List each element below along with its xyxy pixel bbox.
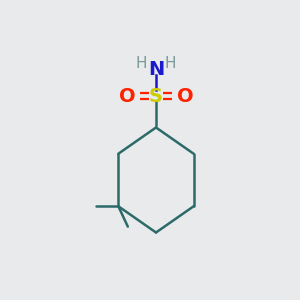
Text: N: N: [148, 59, 164, 79]
Text: H: H: [165, 56, 176, 71]
Text: O: O: [118, 86, 135, 106]
Text: H: H: [136, 56, 147, 71]
Text: O: O: [177, 86, 194, 106]
Text: S: S: [149, 86, 163, 106]
